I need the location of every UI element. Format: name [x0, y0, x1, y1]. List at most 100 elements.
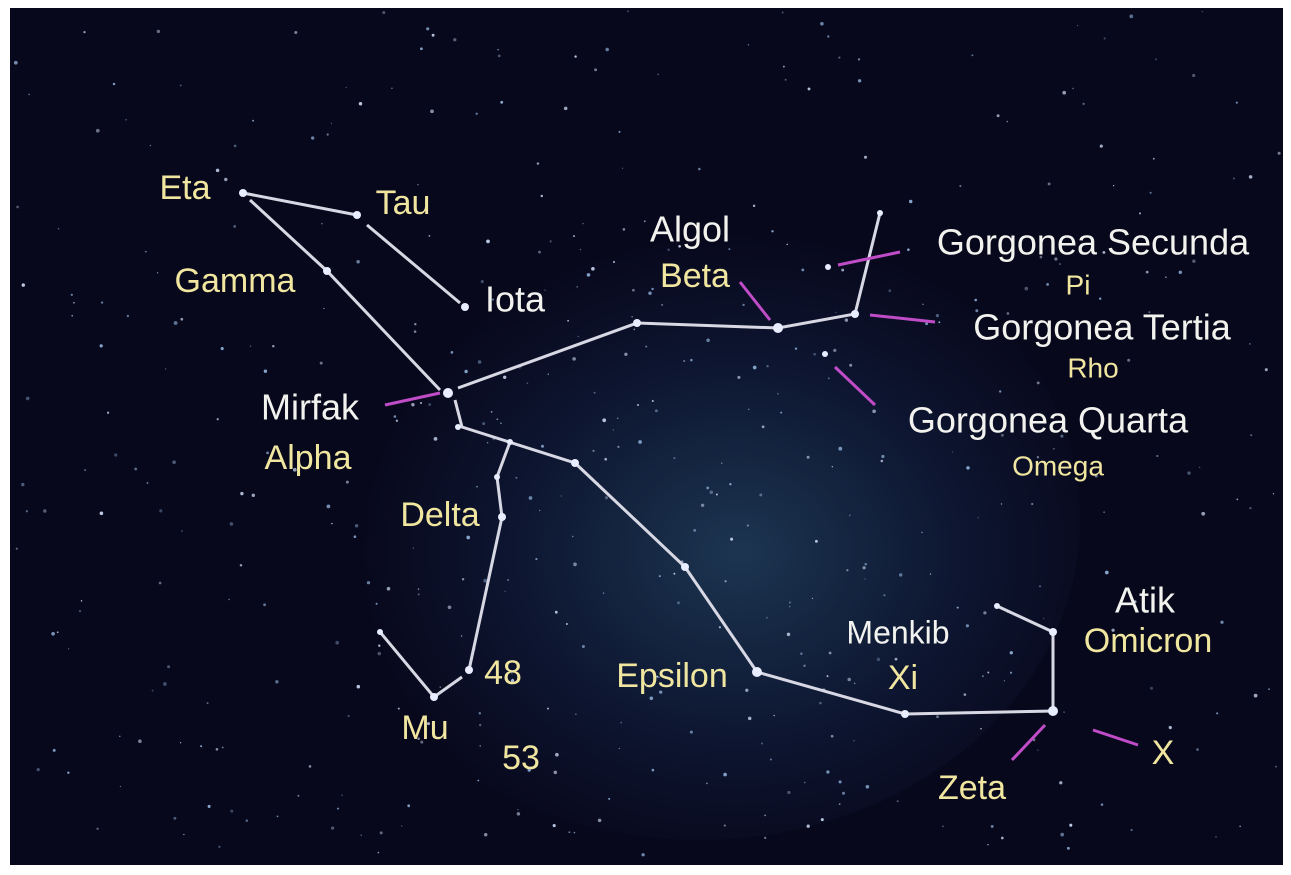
- background-star: [500, 422, 502, 425]
- background-star: [486, 441, 489, 444]
- background-star: [715, 493, 718, 496]
- background-star: [80, 600, 83, 602]
- background-star: [764, 836, 767, 840]
- labels: Eta Tau Gamma Iota Algol Beta Gorgonea S…: [159, 169, 1250, 807]
- background-star: [431, 33, 435, 37]
- background-star: [700, 503, 705, 508]
- star-label: Epsilon: [616, 657, 728, 695]
- background-star: [1165, 276, 1167, 279]
- background-star: [134, 467, 138, 471]
- background-star: [800, 652, 803, 656]
- background-star: [249, 345, 252, 347]
- background-star: [496, 418, 499, 421]
- background-star: [377, 851, 380, 854]
- background-star: [453, 38, 457, 42]
- background-star: [114, 453, 118, 457]
- background-star: [138, 739, 142, 743]
- background-star: [504, 590, 506, 592]
- background-star: [1127, 358, 1131, 362]
- background-star: [980, 727, 982, 730]
- background-star: [25, 510, 29, 513]
- background-star: [554, 610, 558, 614]
- background-star: [207, 804, 211, 808]
- background-star: [15, 547, 18, 550]
- background-star: [638, 440, 642, 444]
- background-star: [724, 580, 727, 583]
- background-star: [563, 106, 568, 111]
- background-star: [654, 409, 658, 413]
- background-star: [575, 713, 577, 715]
- background-star: [149, 144, 152, 147]
- background-star: [119, 735, 121, 738]
- background-star: [842, 791, 845, 795]
- background-star: [1047, 182, 1051, 186]
- star-label: Alpha: [265, 439, 352, 477]
- background-star: [582, 222, 584, 225]
- background-star: [742, 303, 745, 307]
- background-star: [1069, 823, 1073, 827]
- background-star: [356, 684, 361, 689]
- background-star: [13, 60, 18, 65]
- background-star: [1139, 212, 1141, 215]
- background-star: [1264, 368, 1268, 372]
- background-star: [841, 268, 845, 272]
- background-star: [925, 322, 929, 326]
- background-star: [752, 204, 756, 208]
- background-star: [747, 43, 750, 46]
- background-star: [483, 578, 488, 583]
- background-star: [1094, 474, 1098, 478]
- background-star: [1129, 14, 1134, 19]
- background-star: [977, 517, 979, 519]
- background-star: [1066, 846, 1070, 850]
- star: [323, 267, 331, 275]
- background-star: [865, 785, 870, 789]
- background-star: [835, 311, 837, 314]
- background-star: [353, 535, 357, 538]
- background-star: [407, 804, 411, 808]
- background-star: [659, 690, 663, 694]
- background-star: [272, 344, 275, 348]
- background-star: [718, 626, 722, 629]
- background-star: [592, 449, 595, 453]
- background-star: [1187, 471, 1191, 475]
- background-star: [759, 493, 763, 497]
- background-star: [229, 522, 234, 526]
- background-star: [547, 707, 549, 710]
- background-star: [156, 29, 161, 34]
- background-star: [723, 824, 726, 827]
- background-star: [573, 831, 576, 834]
- background-star: [78, 609, 82, 613]
- background-star: [411, 403, 415, 407]
- star: [633, 319, 641, 327]
- background-star: [356, 259, 360, 264]
- star: [901, 710, 909, 718]
- background-star: [838, 56, 841, 59]
- star: [571, 459, 579, 467]
- background-star: [1192, 73, 1196, 78]
- background-star: [428, 234, 431, 237]
- background-star: [641, 853, 645, 857]
- background-star: [896, 800, 899, 803]
- background-star: [706, 486, 710, 490]
- background-star: [1082, 102, 1085, 106]
- background-star: [806, 824, 810, 828]
- background-star: [604, 496, 609, 500]
- background-star: [746, 524, 750, 527]
- background-star: [862, 566, 866, 570]
- background-star: [632, 288, 635, 292]
- background-star: [643, 220, 646, 223]
- background-star: [907, 248, 910, 251]
- background-star: [965, 624, 969, 628]
- background-star: [347, 714, 350, 718]
- background-star: [786, 632, 791, 637]
- background-star: [428, 403, 432, 406]
- background-star: [544, 289, 546, 291]
- background-star: [649, 696, 654, 701]
- background-star: [466, 535, 471, 540]
- background-star: [987, 844, 989, 846]
- star-label: Gorgonea Quarta: [908, 400, 1189, 441]
- background-star: [336, 807, 340, 810]
- background-star: [426, 27, 430, 31]
- background-stars: [13, 10, 1281, 857]
- background-star: [308, 765, 312, 768]
